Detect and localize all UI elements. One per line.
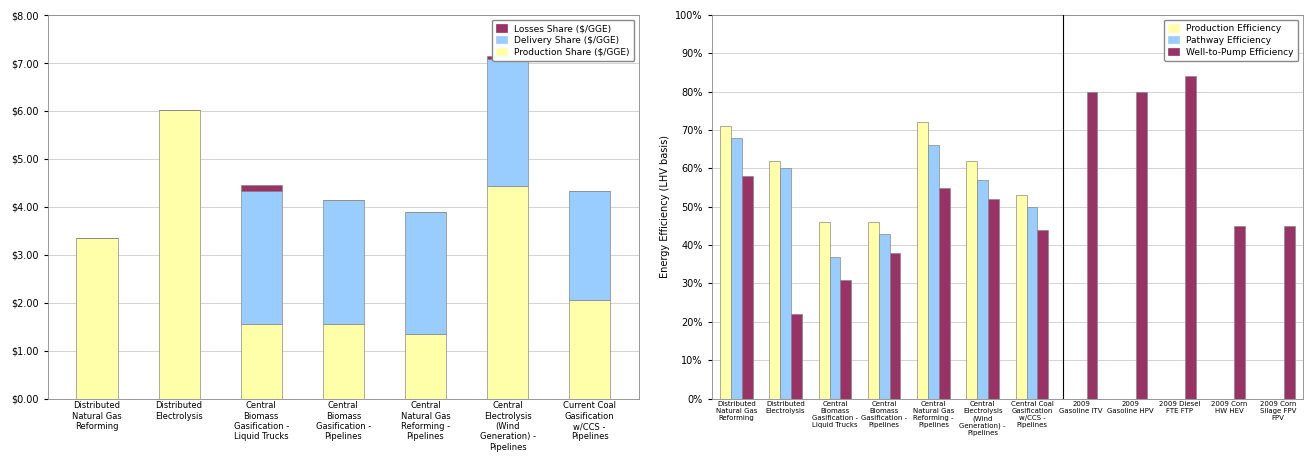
Bar (879, 234, 890, 399)
Bar (1087, 92, 1097, 399)
Bar (1185, 76, 1196, 399)
Bar (487, 56, 528, 59)
Bar (1026, 207, 1037, 399)
Bar (323, 200, 364, 324)
Bar (829, 257, 841, 399)
Bar (487, 59, 528, 186)
Bar (240, 191, 281, 324)
Bar (240, 324, 281, 399)
Legend: Production Efficiency, Pathway Efficiency, Well-to-Pump Efficiency: Production Efficiency, Pathway Efficienc… (1164, 19, 1298, 61)
Bar (240, 185, 281, 191)
Bar (917, 122, 928, 399)
Bar (819, 222, 829, 399)
Bar (159, 110, 200, 399)
Legend: Losses Share ($/GGE), Delivery Share ($/GGE), Production Share ($/GGE): Losses Share ($/GGE), Delivery Share ($/… (491, 19, 635, 61)
Bar (869, 222, 879, 399)
Bar (742, 176, 753, 399)
Bar (1037, 230, 1049, 399)
Bar (841, 280, 851, 399)
Bar (405, 334, 445, 399)
Bar (940, 188, 950, 399)
Y-axis label: Energy Efficiency (LHV basis): Energy Efficiency (LHV basis) (660, 135, 670, 278)
Bar (928, 145, 940, 399)
Bar (988, 199, 999, 399)
Bar (569, 191, 610, 300)
Bar (405, 212, 445, 334)
Bar (1135, 92, 1147, 399)
Bar (890, 253, 900, 399)
Bar (1234, 226, 1246, 399)
Bar (791, 314, 802, 399)
Bar (487, 186, 528, 399)
Bar (569, 300, 610, 399)
Bar (1284, 226, 1294, 399)
Bar (770, 161, 781, 399)
Bar (720, 126, 731, 399)
Bar (76, 238, 117, 399)
Bar (1016, 195, 1026, 399)
Bar (967, 161, 978, 399)
Bar (781, 169, 791, 399)
Bar (731, 138, 742, 399)
Bar (978, 180, 988, 399)
Bar (323, 324, 364, 399)
